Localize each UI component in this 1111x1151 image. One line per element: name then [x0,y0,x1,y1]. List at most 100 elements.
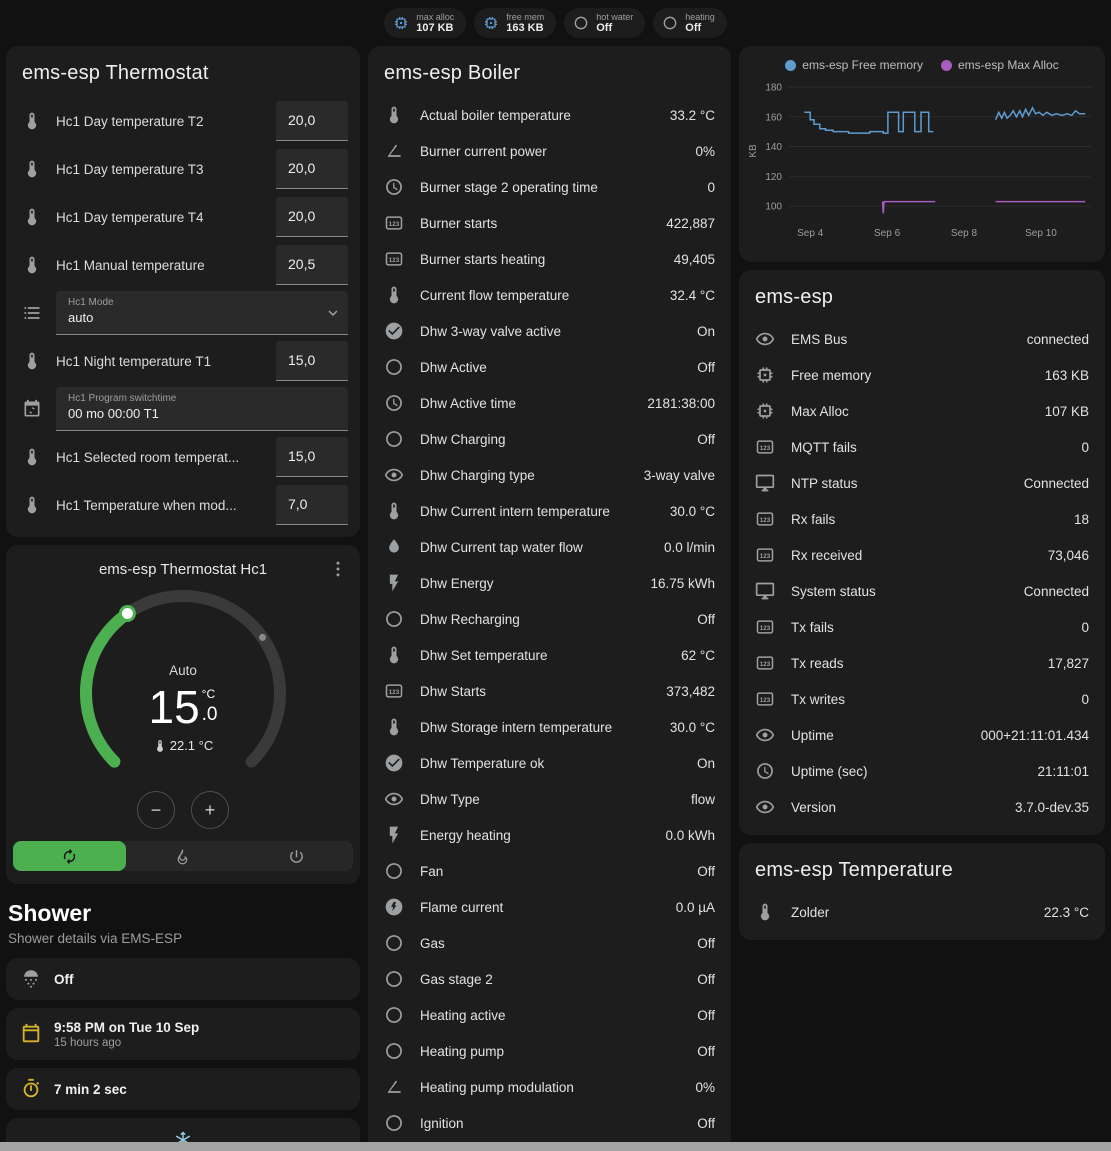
entity-row-max-alloc[interactable]: Max Alloc 107 KB [739,393,1105,429]
entity-row-dhw-storage-intern-temperature[interactable]: Dhw Storage intern temperature 30.0 °C [368,709,731,745]
shower-row-7-min-2-sec[interactable]: 7 min 2 sec [6,1068,360,1110]
entity-row-rx-fails[interactable]: 123 Rx fails 18 [739,501,1105,537]
entity-row-dhw-temperature-ok[interactable]: Dhw Temperature ok On [368,745,731,781]
entity-value: 0.0 l/min [663,539,715,555]
chip-label: heating [685,11,715,22]
entity-value: 49,405 [673,251,715,267]
entity-row-heating-active[interactable]: Heating active Off [368,997,731,1033]
entity-label: Max Alloc [791,403,849,419]
entity-label: NTP status [791,475,858,491]
entity-row-zolder[interactable]: Zolder 22.3 °C [739,894,1105,930]
entity-row-dhw-set-temperature[interactable]: Dhw Set temperature 62 °C [368,637,731,673]
chip-hot-water[interactable]: hot water Off [564,8,646,38]
shower-row-value: 7 min 2 sec [54,1081,127,1097]
entity-row-uptime-sec[interactable]: Uptime (sec) 21:11:01 [739,753,1105,789]
entity-row-tx-reads[interactable]: 123 Tx reads 17,827 [739,645,1105,681]
config-row-hc1-manual-temperature: Hc1 Manual temperature 20,5 [6,241,360,289]
entity-row-gas[interactable]: Gas Off [368,925,731,961]
entity-row-fan[interactable]: Fan Off [368,853,731,889]
hvac-mode-heat-button[interactable] [126,841,239,871]
entity-row-current-flow-temperature[interactable]: Current flow temperature 32.4 °C [368,277,731,313]
entity-row-tx-fails[interactable]: 123 Tx fails 0 [739,609,1105,645]
config-label: Hc1 Day temperature T4 [56,209,204,225]
chip-heating[interactable]: heating Off [653,8,727,38]
circle-outline-icon [386,611,402,627]
entity-label: Dhw Active [420,359,487,375]
chip-free-mem[interactable]: free mem 163 KB [474,8,557,38]
number-input-hc1-day-temperature-t3[interactable]: 20,0 [276,149,348,189]
entity-value: Off [697,611,715,627]
entity-row-dhw-charging-type[interactable]: Dhw Charging type 3-way valve [368,457,731,493]
shower-row-9-58-pm-on-tue-10-sep[interactable]: 9:58 PM on Tue 10 Sep 15 hours ago [6,1008,360,1060]
entity-row-dhw-active-time[interactable]: Dhw Active time 2181:38:00 [368,385,731,421]
entity-row-mqtt-fails[interactable]: 123 MQTT fails 0 [739,429,1105,465]
entity-row-dhw-recharging[interactable]: Dhw Recharging Off [368,601,731,637]
entity-row-ntp-status[interactable]: NTP status Connected [739,465,1105,501]
entity-row-burner-current-power[interactable]: Burner current power 0% [368,133,731,169]
entity-row-rx-received[interactable]: 123 Rx received 73,046 [739,537,1105,573]
number-input-hc1-day-temperature-t4[interactable]: 20,0 [276,197,348,237]
entity-row-dhw-current-tap-water-flow[interactable]: Dhw Current tap water flow 0.0 l/min [368,529,731,565]
counter-icon: 123 [756,512,774,526]
legend-item-ems-esp-free-memory[interactable]: ems-esp Free memory [785,58,923,72]
number-input-hc1-selected-room-temperat[interactable]: 15,0 [276,437,348,477]
entity-row-heating-pump[interactable]: Heating pump Off [368,1033,731,1069]
card-title: ems-esp [755,286,834,308]
chip-max-alloc[interactable]: max alloc 107 KB [384,8,467,38]
entity-value: 107 KB [1044,403,1089,419]
entity-row-dhw-current-intern-temperature[interactable]: Dhw Current intern temperature 30.0 °C [368,493,731,529]
entity-row-gas-stage-2[interactable]: Gas stage 2 Off [368,961,731,997]
entity-row-tx-writes[interactable]: 123 Tx writes 0 [739,681,1105,717]
water-pump-icon [389,539,399,553]
config-row-hc1-selected-room-temperat: Hc1 Selected room temperat... 15,0 [6,433,360,481]
entity-row-dhw-energy[interactable]: Dhw Energy 16.75 kWh [368,565,731,601]
entity-row-free-memory[interactable]: Free memory 163 KB [739,357,1105,393]
temperature-card: ems-esp Temperature Zolder 22.3 °C [739,843,1105,940]
hvac-mode-off-button[interactable] [240,841,353,871]
entity-label: Actual boiler temperature [420,107,571,123]
config-row-hc1-temperature-when-mod: Hc1 Temperature when mod... 7,0 [6,481,360,529]
chip-text: free mem 163 KB [506,12,544,35]
entity-value: 62 °C [681,647,715,663]
entity-row-burner-starts[interactable]: 123 Burner starts 422,887 [368,205,731,241]
dial-center: Auto 15 °C .0 22.1 °C [6,663,360,753]
chip-value: 163 KB [506,21,544,34]
card-menu-button[interactable] [324,555,352,583]
svg-text:123: 123 [389,221,400,228]
entity-row-flame-current[interactable]: Flame current 0.0 µA [368,889,731,925]
entity-row-burner-starts-heating[interactable]: 123 Burner starts heating 49,405 [368,241,731,277]
select-hc1-mode[interactable]: Hc1 Mode auto [56,291,348,335]
entity-row-energy-heating[interactable]: Energy heating 0.0 kWh [368,817,731,853]
entity-row-burner-stage-2-operating-time[interactable]: Burner stage 2 operating time 0 [368,169,731,205]
number-input-hc1-temperature-when-mod[interactable]: 7,0 [276,485,348,525]
entity-label: EMS Bus [791,331,848,347]
entity-row-dhw-active[interactable]: Dhw Active Off [368,349,731,385]
svg-text:123: 123 [760,553,771,560]
field-hc1-program-switchtime[interactable]: Hc1 Program switchtime 00 mo 00:00 T1 [56,387,348,431]
entity-row-system-status[interactable]: System status Connected [739,573,1105,609]
shower-row-off[interactable]: Off [6,958,360,1000]
entity-row-dhw-charging[interactable]: Dhw Charging Off [368,421,731,457]
increase-temp-button[interactable]: + [191,791,229,829]
entity-row-actual-boiler-temperature[interactable]: Actual boiler temperature 33.2 °C [368,97,731,133]
number-input-hc1-night-temperature-t1[interactable]: 15,0 [276,341,348,381]
svg-text:120: 120 [765,172,782,183]
entity-row-ems-bus[interactable]: EMS Bus connected [739,321,1105,357]
legend-item-ems-esp-max-alloc[interactable]: ems-esp Max Alloc [941,58,1059,72]
number-input-hc1-day-temperature-t2[interactable]: 20,0 [276,101,348,141]
thermostat-dial[interactable] [73,583,293,803]
entity-row-dhw-3-way-valve-active[interactable]: Dhw 3-way valve active On [368,313,731,349]
hvac-mode-auto-button[interactable] [13,841,127,871]
number-input-hc1-manual-temperature[interactable]: 20,5 [276,245,348,285]
entity-row-version[interactable]: Version 3.7.0-dev.35 [739,789,1105,825]
entity-value: 163 KB [1044,367,1089,383]
entity-row-dhw-type[interactable]: Dhw Type flow [368,781,731,817]
dial-knob[interactable] [118,605,136,622]
decrease-temp-button[interactable]: − [137,791,175,829]
entity-row-dhw-starts[interactable]: 123 Dhw Starts 373,482 [368,673,731,709]
clock-icon [757,763,773,779]
entity-row-uptime[interactable]: Uptime 000+21:11:01.434 [739,717,1105,753]
entity-row-ignition[interactable]: Ignition Off [368,1105,731,1141]
entity-label: Dhw Energy [420,575,494,591]
entity-row-heating-pump-modulation[interactable]: Heating pump modulation 0% [368,1069,731,1105]
